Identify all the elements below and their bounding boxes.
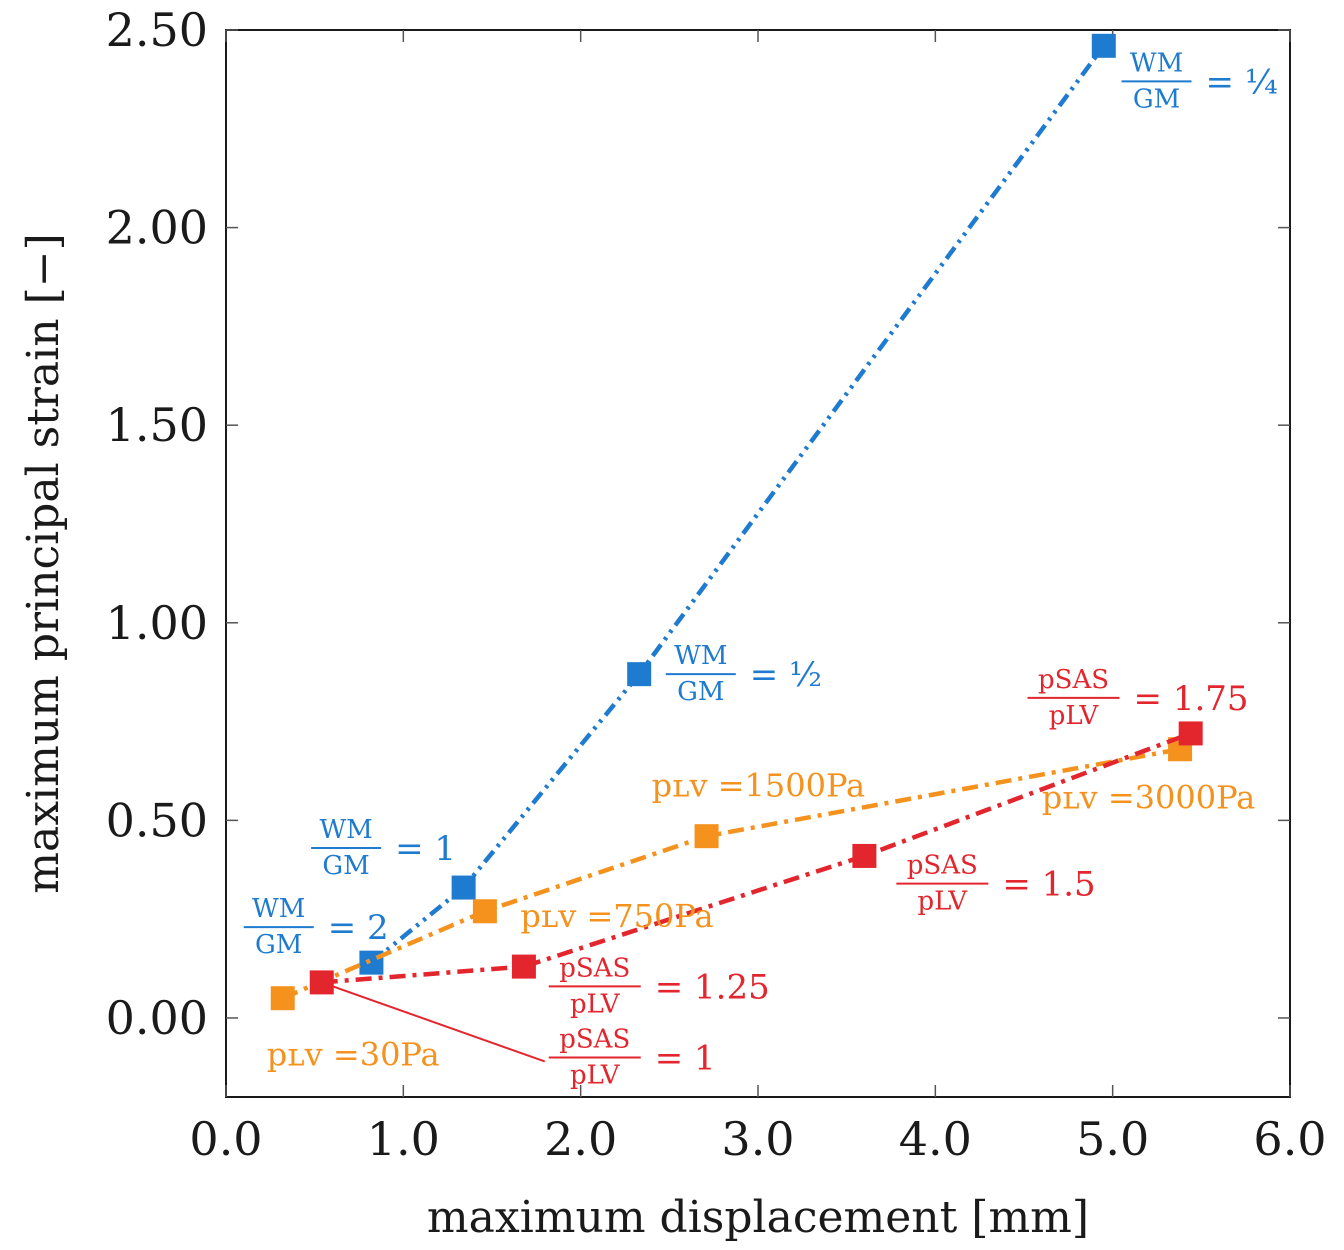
y-tick-label: 0.50 [106, 793, 208, 847]
annotation-9: pSAS pLV = 1.25 [548, 953, 770, 1019]
annotation-value: = 1 [395, 829, 456, 869]
series-2-point [1178, 721, 1203, 746]
annotation-denominator: pLV [1049, 701, 1100, 731]
annotation-label: pʟᴠ =1500Pa [652, 767, 866, 805]
series-1-point [472, 899, 497, 924]
series-1-point [270, 986, 295, 1011]
series-2-point [511, 954, 536, 979]
y-tick-label: 1.50 [106, 398, 208, 452]
x-tick-label: 4.0 [899, 1112, 972, 1166]
series-1-point [694, 824, 719, 849]
series-0-point [451, 875, 476, 900]
series-1-line [281, 747, 1181, 1001]
annotation-numerator: pSAS [559, 953, 630, 983]
annotation-leader-line [321, 981, 546, 1063]
series-2-point [852, 843, 877, 868]
x-tick-label: 3.0 [721, 1112, 794, 1166]
annotation-4: pʟᴠ =30Pa [267, 1035, 440, 1073]
annotation-denominator: GM [255, 930, 302, 960]
annotation-value: = 1.75 [1134, 679, 1249, 719]
annotation-3: WM GM = ¼ [1121, 48, 1278, 114]
annotation-value: = 1.25 [655, 967, 770, 1007]
annotation-label: pʟᴠ =750Pa [520, 897, 713, 935]
annotation-numerator: pSAS [1038, 665, 1109, 695]
annotation-value: = ¼ [1206, 62, 1278, 102]
y-axis: 0.00 0.50 1.00 1.50 2.00 2.50 [106, 3, 1290, 1045]
x-tick-label: 0.0 [189, 1112, 262, 1166]
annotation-numerator: WM [1130, 48, 1183, 78]
series-layer [270, 33, 1203, 1011]
y-axis-title: maximum principal strain [−] [18, 233, 69, 894]
annotation-label: pʟᴠ =30Pa [267, 1035, 440, 1073]
series-0-point [627, 662, 652, 687]
annotation-10: pSAS pLV = 1.5 [896, 851, 1096, 917]
annotation-numerator: pSAS [907, 851, 978, 881]
y-tick-label: 1.00 [106, 596, 208, 650]
annotation-numerator: pSAS [559, 1024, 630, 1054]
series-2-line [321, 731, 1192, 985]
annotation-numerator: WM [674, 641, 727, 671]
annotation-denominator: pLV [918, 887, 969, 917]
x-axis-title: maximum displacement [mm] [427, 1192, 1089, 1243]
x-tick-label: 1.0 [367, 1112, 440, 1166]
annotation-2: WM GM = ½ [665, 641, 822, 707]
annotation-denominator: GM [677, 677, 724, 707]
series-0-point [1091, 33, 1116, 58]
x-tick-label: 2.0 [544, 1112, 617, 1166]
y-tick-label: 2.00 [106, 201, 208, 255]
annotation-label: pʟᴠ =3000Pa [1042, 779, 1256, 817]
annotation-layer: WM GM = 2 WM GM = 1 WM GM = ½ WM GM = ¼ pʟᴠ =30Pa pʟᴠ… [243, 48, 1278, 1090]
annotation-8: pSAS pLV = 1 [321, 981, 716, 1090]
annotation-denominator: GM [1133, 84, 1180, 114]
annotation-value: = 1.5 [1002, 865, 1095, 905]
annotation-numerator: WM [319, 815, 372, 845]
annotation-1: WM GM = 1 [311, 815, 456, 881]
annotation-denominator: GM [322, 851, 369, 881]
x-tick-label: 6.0 [1253, 1112, 1326, 1166]
annotation-5: pʟᴠ =750Pa [520, 897, 713, 935]
annotation-denominator: pLV [570, 1060, 621, 1090]
annotation-value: = ½ [750, 655, 822, 695]
annotation-value: = 1 [655, 1038, 716, 1078]
y-tick-label: 0.00 [106, 991, 208, 1045]
annotation-11: pSAS pLV = 1.75 [1027, 665, 1249, 731]
annotation-denominator: pLV [570, 989, 621, 1019]
annotation-7: pʟᴠ =3000Pa [1042, 779, 1256, 817]
series-0-line [369, 44, 1106, 965]
annotation-value: = 2 [328, 908, 389, 948]
annotation-0: WM GM = 2 [243, 894, 389, 960]
annotation-numerator: WM [252, 894, 305, 924]
annotation-6: pʟᴠ =1500Pa [652, 767, 866, 805]
y-tick-label: 2.50 [106, 3, 208, 57]
x-axis: 0.0 1.0 2.0 3.0 4.0 5.0 6.0 [189, 30, 1327, 1166]
x-tick-label: 5.0 [1076, 1112, 1149, 1166]
